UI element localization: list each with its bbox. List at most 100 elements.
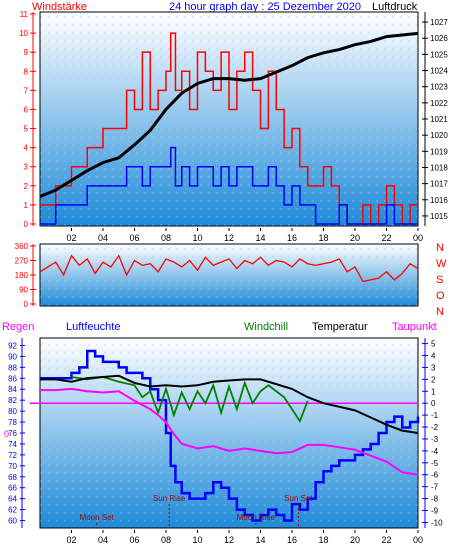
temperature-tick-label: 4: [431, 352, 436, 361]
x-tick-label: 16: [287, 233, 297, 243]
wind-tick-label: 9: [24, 48, 29, 57]
x-tick-label: 20: [350, 233, 360, 243]
pressure-tick-label: 1027: [430, 18, 448, 27]
rain-zero-tick: 0: [4, 429, 9, 439]
direction-tick-label: 360: [15, 242, 29, 251]
pressure-tick-label: 1018: [430, 163, 448, 172]
x-tick-label: 22: [381, 535, 391, 545]
x-tick-label: 22: [381, 233, 391, 243]
temperature-tick-label: -2: [431, 423, 439, 432]
compass-label: O: [436, 290, 445, 302]
temperature-tick-label: -1: [431, 411, 439, 420]
humidity-tick-label: 86: [8, 374, 17, 383]
x-tick-label: 08: [161, 535, 171, 545]
pressure-tick-label: 1025: [430, 50, 448, 59]
temperature-tick-label: 0: [431, 399, 436, 408]
direction-tick-label: 90: [19, 286, 28, 295]
compass-label: N: [436, 306, 444, 318]
x-tick-label: 14: [255, 535, 265, 545]
pressure-tick-label: 1022: [430, 99, 448, 108]
pressure-tick-label: 1023: [430, 83, 448, 92]
humidity-tick-label: 64: [8, 495, 17, 504]
humidity-tick-label: 82: [8, 396, 17, 405]
temperature-tick-label: 5: [431, 340, 436, 349]
legend-temperatur: Temperatur: [312, 321, 368, 333]
event-label: Moon Rise: [237, 513, 276, 522]
temperature-tick-label: -7: [431, 483, 439, 492]
pressure-tick-label: 1017: [430, 180, 448, 189]
humidity-tick-label: 60: [8, 517, 17, 526]
wind-tick-label: 2: [24, 182, 29, 191]
humidity-tick-label: 68: [8, 473, 17, 482]
humidity-tick-label: 70: [8, 462, 17, 471]
x-tick-label: 18: [318, 233, 328, 243]
windchill-line: [71, 376, 309, 424]
pressure-axis-title: Luftdruck: [372, 1, 418, 13]
temperature-tick-label: -8: [431, 495, 439, 504]
legend-regen: Regen: [2, 321, 34, 333]
legend-taupunkt: Taupunkt: [392, 321, 437, 333]
wind-tick-label: 0: [24, 220, 29, 229]
event-label: Moon Set: [80, 513, 115, 522]
x-tick-label: 00: [413, 535, 423, 545]
wind-direction-line: [39, 254, 419, 283]
humidity-tick-label: 78: [8, 418, 17, 427]
x-tick-label: 04: [98, 233, 108, 243]
humidity-tick-label: 90: [8, 352, 17, 361]
x-tick-label: 04: [98, 535, 108, 545]
pressure-line: [39, 31, 419, 198]
pressure-tick-label: 1024: [430, 67, 448, 76]
x-tick-label: 10: [192, 233, 202, 243]
x-tick-label: 10: [192, 535, 202, 545]
direction-tick-label: 270: [15, 257, 29, 266]
wind-tick-label: 4: [24, 144, 29, 153]
compass-label: S: [436, 274, 443, 286]
wind-tick-label: 1: [24, 201, 29, 210]
temperature-tick-label: 2: [431, 375, 436, 384]
temperature-tick-label: -6: [431, 471, 439, 480]
event-label: Sun Set: [284, 494, 313, 503]
x-tick-label: 16: [287, 535, 297, 545]
pressure-tick-label: 1016: [430, 196, 448, 205]
humidity-tick-label: 66: [8, 484, 17, 493]
x-tick-label: 14: [255, 233, 265, 243]
direction-tick-label: 0: [24, 300, 29, 309]
x-tick-label: 00: [413, 233, 423, 243]
humidity-tick-label: 72: [8, 451, 17, 460]
chart-title: 24 hour graph day : 25 Dezember 2020: [169, 1, 361, 13]
gust-line: [40, 146, 418, 225]
temperature-tick-label: -3: [431, 435, 439, 444]
x-tick-label: 20: [350, 535, 360, 545]
pressure-tick-label: 1015: [430, 212, 448, 221]
direction-tick-label: 180: [15, 271, 29, 280]
pressure-tick-label: 1021: [430, 115, 448, 124]
humidity-tick-label: 84: [8, 385, 17, 394]
temperature-tick-label: -10: [431, 518, 443, 527]
humidity-tick-label: 80: [8, 407, 17, 416]
compass-label: N: [436, 242, 444, 254]
legend-luftfeuchte: Luftfeuchte: [66, 321, 120, 333]
x-tick-label: 06: [129, 535, 139, 545]
x-tick-label: 06: [129, 233, 139, 243]
temperature-tick-label: -4: [431, 447, 439, 456]
dewpoint-line: [40, 387, 419, 476]
wind-tick-label: 7: [24, 86, 29, 95]
x-tick-label: 02: [66, 233, 76, 243]
x-tick-label: 12: [224, 233, 234, 243]
humidity-tick-label: 74: [8, 440, 17, 449]
legend-windchill: Windchill: [244, 321, 288, 333]
x-tick-label: 08: [161, 233, 171, 243]
wind-tick-label: 6: [24, 105, 29, 114]
x-tick-label: 02: [66, 535, 76, 545]
compass-label: W: [436, 258, 447, 270]
humidity-tick-label: 62: [8, 506, 17, 515]
event-label: Sun Rise: [153, 494, 186, 503]
wind-tick-label: 11: [20, 10, 29, 19]
temperature-tick-label: 1: [431, 387, 436, 396]
temperature-line: [40, 374, 419, 434]
pressure-tick-label: 1020: [430, 131, 448, 140]
humidity-tick-label: 76: [8, 429, 17, 438]
x-tick-label: 12: [224, 535, 234, 545]
wind-tick-label: 8: [24, 67, 29, 76]
